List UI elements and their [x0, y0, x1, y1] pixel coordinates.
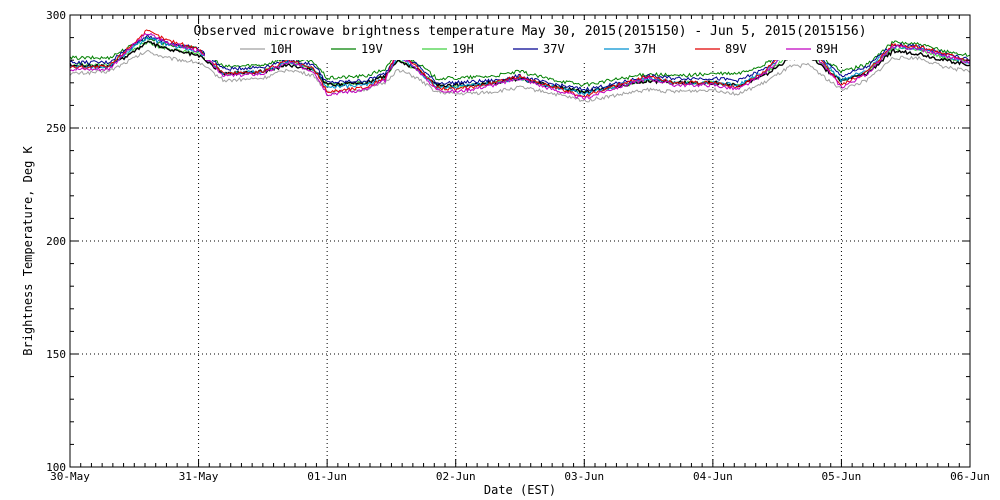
legend-label: 10H — [270, 42, 292, 56]
y-tick-label: 200 — [46, 235, 66, 248]
tick-labels-layer: 100 150 200 250 300 30-May 31-May 01-Jun 02-Jun 0… — [46, 9, 990, 483]
y-tick-label: 100 — [46, 461, 66, 474]
x-tick-label: 06-Jun — [950, 470, 990, 483]
y-tick-label: 150 — [46, 348, 66, 361]
x-tick-label: 03-Jun — [564, 470, 604, 483]
x-tick-label: 31-May — [179, 470, 219, 483]
y-axis-label: Brightness Temperature, Deg K — [21, 145, 35, 355]
x-tick-label: 02-Jun — [436, 470, 476, 483]
legend: 10H 19V 19H 37V 37H 89V 89H — [240, 42, 838, 56]
x-tick-label: 30-May — [50, 470, 90, 483]
series-layer — [69, 29, 971, 103]
grid-layer — [70, 15, 970, 467]
chart-title: Observed microwave brightness temperatur… — [193, 24, 866, 39]
legend-label: 37V — [543, 42, 565, 56]
x-axis-label: Date (EST) — [484, 483, 556, 497]
series-line-10h — [69, 49, 971, 103]
legend-label: 89V — [725, 42, 747, 56]
ticks-layer — [69, 14, 971, 468]
y-tick-label: 250 — [46, 122, 66, 135]
legend-label: 89H — [816, 42, 838, 56]
legend-label: 37H — [634, 42, 656, 56]
legend-label: 19H — [452, 42, 474, 56]
legend-label: 19V — [361, 42, 383, 56]
x-tick-label: 04-Jun — [693, 470, 733, 483]
y-tick-label: 300 — [46, 9, 66, 22]
title-backdrop — [205, 20, 860, 60]
x-tick-label: 05-Jun — [822, 470, 862, 483]
series-line-89h — [69, 32, 971, 101]
x-tick-label: 01-Jun — [307, 470, 347, 483]
